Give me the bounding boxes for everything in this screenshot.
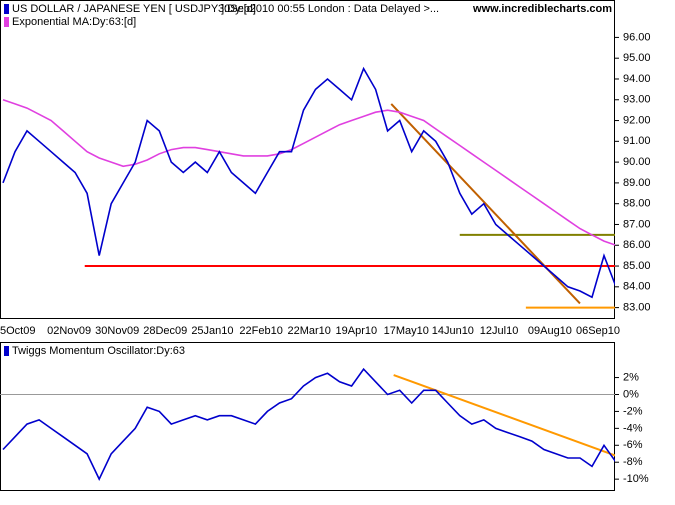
momentum-frame xyxy=(0,342,615,491)
y-tick-label: 91.00 xyxy=(623,135,651,147)
x-tick-label: 06Sep10 xyxy=(576,325,620,337)
y-tick-label: 85.00 xyxy=(623,260,651,272)
plot-area xyxy=(2,66,615,309)
x-tick-label: 17May10 xyxy=(384,325,429,337)
price-frame xyxy=(0,0,615,319)
legend-label: Exponential MA:Dy:63:[d] xyxy=(12,16,136,28)
x-tick-label: 12Jul10 xyxy=(480,325,519,337)
x-tick-label: 5Oct09 xyxy=(0,325,35,337)
x-tick-label: 19Apr10 xyxy=(336,325,378,337)
y-tick-label: 87.00 xyxy=(623,218,651,230)
y-tick-label: 2% xyxy=(623,371,639,383)
x-tick-label: 22Feb10 xyxy=(239,325,282,337)
legend-label: Twiggs Momentum Oscillator:Dy:63 xyxy=(12,345,185,357)
legend-swatch xyxy=(4,4,9,14)
legend-swatch xyxy=(4,17,9,27)
x-tick-label: 28Dec09 xyxy=(143,325,187,337)
y-tick-label: 86.00 xyxy=(623,239,651,251)
x-tick-label: 22Mar10 xyxy=(287,325,330,337)
x-tick-label: 25Jan10 xyxy=(191,325,233,337)
source-bg xyxy=(510,2,614,16)
y-tick-label: -10% xyxy=(623,473,649,485)
y-tick-label: 0% xyxy=(623,388,639,400)
y-tick-label: 88.00 xyxy=(623,198,651,210)
y-tick-label: 96.00 xyxy=(623,31,651,43)
y-tick-label: -6% xyxy=(623,439,643,451)
subtitle: 30Sep2010 00:55 London : Data Delayed >.… xyxy=(218,3,439,15)
legend-swatch xyxy=(4,346,9,356)
y-tick-label: -2% xyxy=(623,405,643,417)
y-tick-label: 89.00 xyxy=(623,177,651,189)
x-tick-label: 14Jun10 xyxy=(432,325,474,337)
y-tick-label: 92.00 xyxy=(623,114,651,126)
y-tick-label: 83.00 xyxy=(623,302,651,314)
x-tick-label: 09Aug10 xyxy=(528,325,572,337)
y-tick-label: -8% xyxy=(623,456,643,468)
source: www.incrediblecharts.com xyxy=(472,3,612,15)
series-line xyxy=(2,99,615,246)
plot-area xyxy=(0,367,615,481)
series-line xyxy=(2,367,615,481)
y-tick-label: 94.00 xyxy=(623,73,651,85)
x-tick-label: 30Nov09 xyxy=(95,325,139,337)
y-tick-label: -4% xyxy=(623,422,643,434)
y-tick-label: 84.00 xyxy=(623,281,651,293)
x-tick-label: 02Nov09 xyxy=(47,325,91,337)
y-tick-label: 95.00 xyxy=(623,52,651,64)
series-line xyxy=(2,66,615,299)
legend-label: US DOLLAR / JAPANESE YEN [ USDJPY ]:Dy:[… xyxy=(12,3,256,15)
y-tick-label: 90.00 xyxy=(623,156,651,168)
trend-line xyxy=(393,374,615,457)
y-tick-label: 93.00 xyxy=(623,94,651,106)
